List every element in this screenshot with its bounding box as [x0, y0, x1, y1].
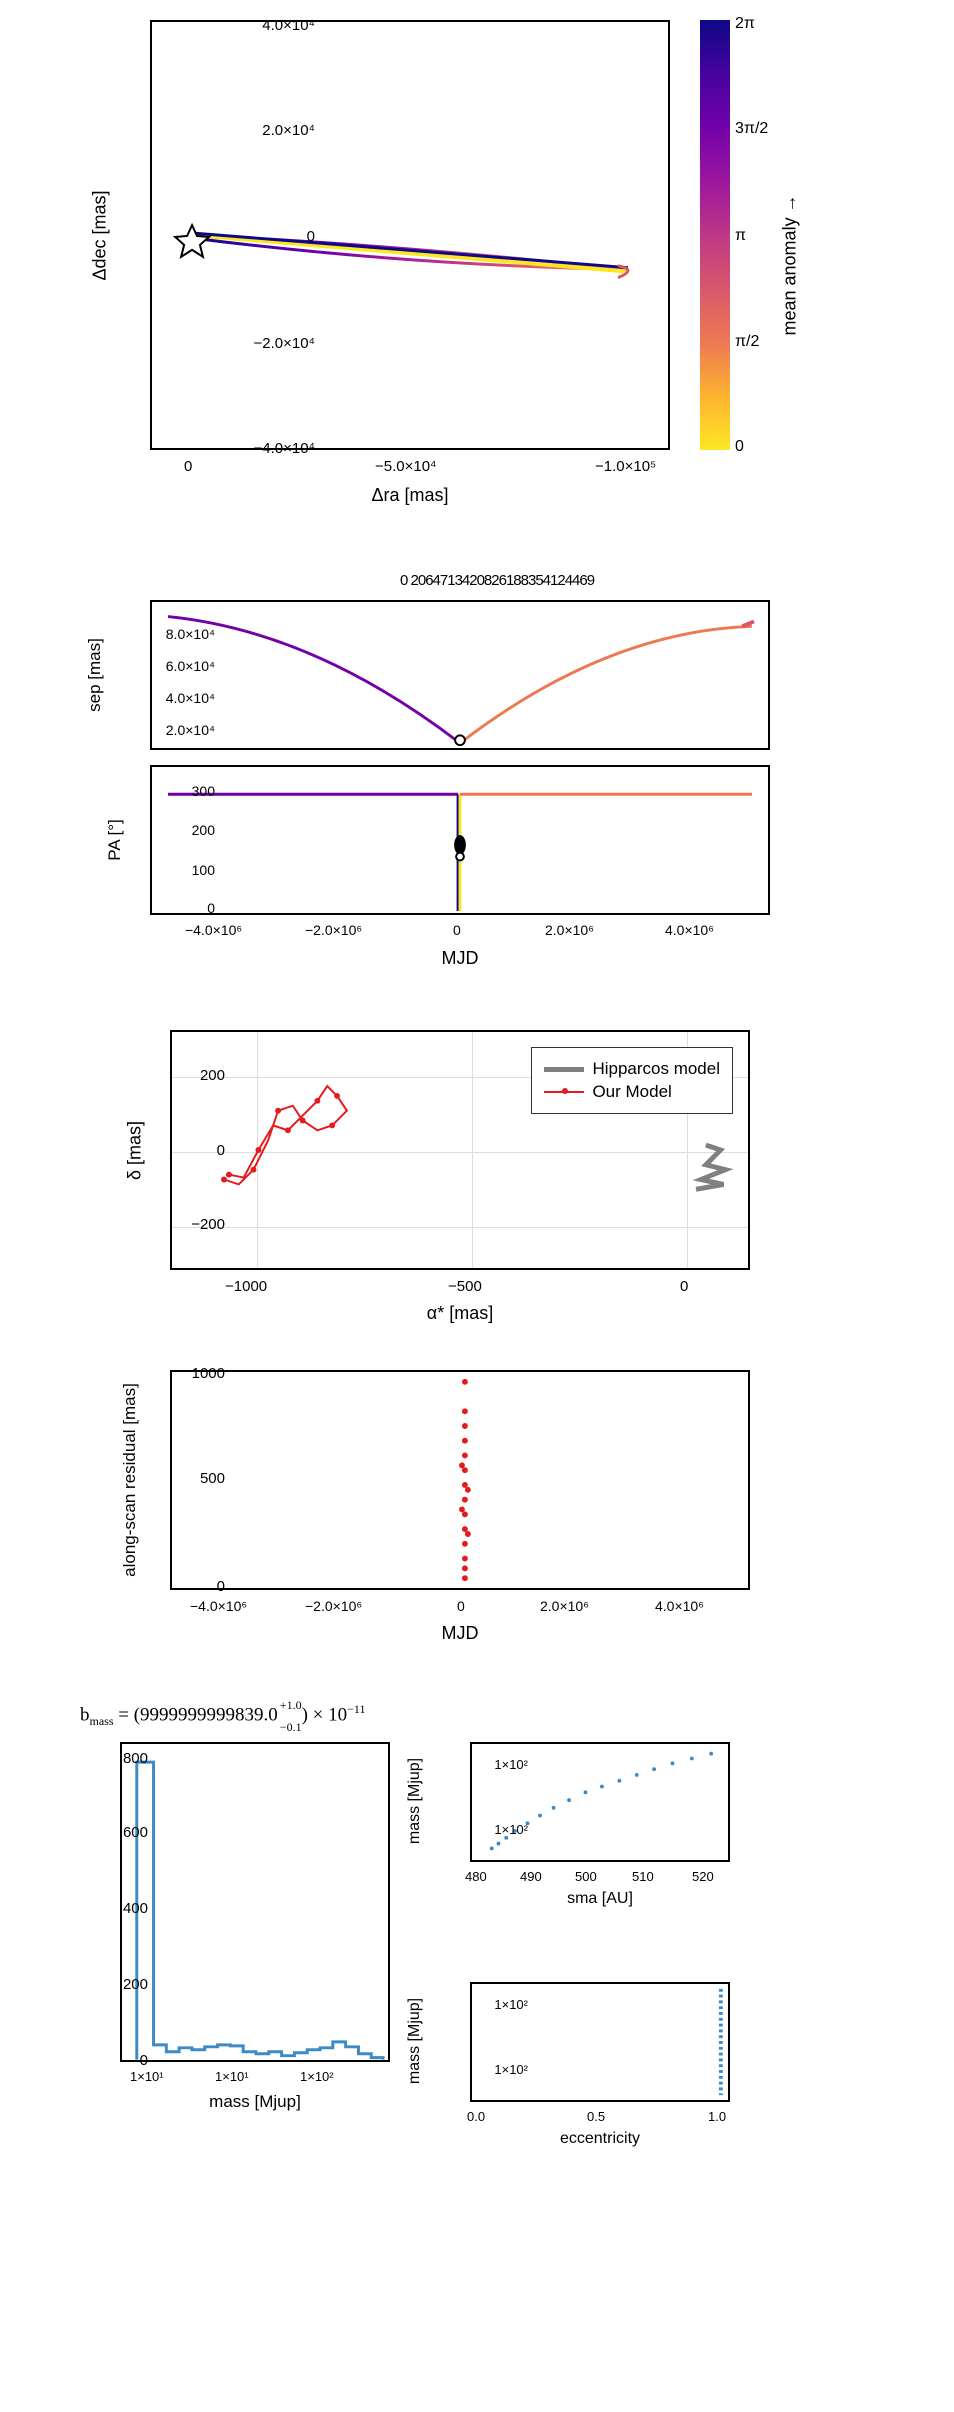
pa-svg	[152, 767, 768, 913]
ecc-ylabel: mass [Mjup]	[406, 1966, 424, 2116]
hipparcos-line	[696, 1145, 726, 1189]
orbit-panel: −4.0×10⁴ −2.0×10⁴ 0 2.0×10⁴ 4.0×10⁴ 0 −5…	[150, 20, 850, 540]
ylabel: Δdec [mas]	[90, 136, 111, 336]
alpha-xlabel: α* [mas]	[170, 1303, 750, 1324]
residual-panel: 0 500 1000 −4.0×10⁶ −2.0×10⁶ 0 2.0×10⁶ 4…	[170, 1370, 820, 1670]
ytick: −2.0×10⁴	[253, 335, 315, 352]
sma-ylabel: mass [Mjup]	[406, 1726, 424, 1876]
residual-svg	[172, 1372, 748, 1588]
orbit-plot-area	[150, 20, 670, 450]
pa-plot	[150, 765, 770, 915]
stat-text: bmass = (9999999999839.0+1.0−0.1) × 10−1…	[80, 1700, 934, 1732]
delta-ylabel: δ [mas]	[125, 1076, 146, 1226]
sep-plot	[150, 600, 770, 750]
hist-xlabel: mass [Mjup]	[120, 2092, 390, 2112]
xtick: −1.0×10⁵	[595, 458, 656, 475]
sma-panel: 1×10² 1×10² 480 490 500 510 520 mass [Mj…	[470, 1742, 800, 1917]
legend-ourmodel: Our Model	[544, 1082, 720, 1102]
residual-ylabel: along-scan residual [mas]	[120, 1340, 140, 1620]
ytick: 4.0×10⁴	[262, 17, 315, 34]
xlabel: Δra [mas]	[150, 485, 670, 506]
colorbar: 0 π/2 π 3π/2 2π mean anomaly →	[700, 20, 730, 450]
colorbar-title: mean anomaly →	[780, 136, 801, 336]
hist-plot	[120, 1742, 390, 2062]
hist-panel: 0 200 400 600 800 1×10¹ 1×10¹ 1×10² mass…	[120, 1742, 430, 2122]
xtick: −5.0×10⁴	[375, 458, 437, 475]
colorbar-gradient	[700, 20, 730, 450]
star-marker	[175, 225, 209, 257]
hist-svg	[122, 1744, 388, 2060]
legend-swatch	[544, 1091, 584, 1093]
orbit-svg	[152, 22, 668, 448]
ytick: 0	[307, 228, 315, 245]
ourmodel-line	[224, 1086, 347, 1184]
sep-pa-panel: 0 2064713420826188354124469 2.0×10⁴ 4.0×…	[150, 600, 850, 1000]
sep-svg	[152, 602, 768, 748]
delta-alpha-plot: Hipparcos model Our Model	[170, 1030, 750, 1270]
sep-ylabel: sep [mas]	[85, 600, 105, 750]
delta-alpha-panel: Hipparcos model Our Model −200 0 200 −10…	[170, 1030, 820, 1340]
residual-xlabel: MJD	[170, 1623, 750, 1644]
top-numbers: 0 2064713420826188354124469	[400, 572, 594, 589]
xtick: 0	[184, 458, 192, 475]
pa-ylabel: PA [°]	[105, 765, 125, 915]
ecc-xlabel: eccentricity	[470, 2130, 730, 2148]
legend: Hipparcos model Our Model	[531, 1047, 733, 1114]
ytick: −4.0×10⁴	[253, 440, 315, 457]
legend-hipparcos: Hipparcos model	[544, 1059, 720, 1079]
residual-plot	[170, 1370, 750, 1590]
ecc-panel: 1×10² 1×10² 0.0 0.5 1.0 mass [Mjup] ecce…	[470, 1982, 800, 2157]
legend-swatch	[544, 1067, 584, 1072]
mjd-xlabel: MJD	[150, 948, 770, 969]
ytick: 2.0×10⁴	[262, 122, 315, 139]
sma-xlabel: sma [AU]	[470, 1890, 730, 1908]
